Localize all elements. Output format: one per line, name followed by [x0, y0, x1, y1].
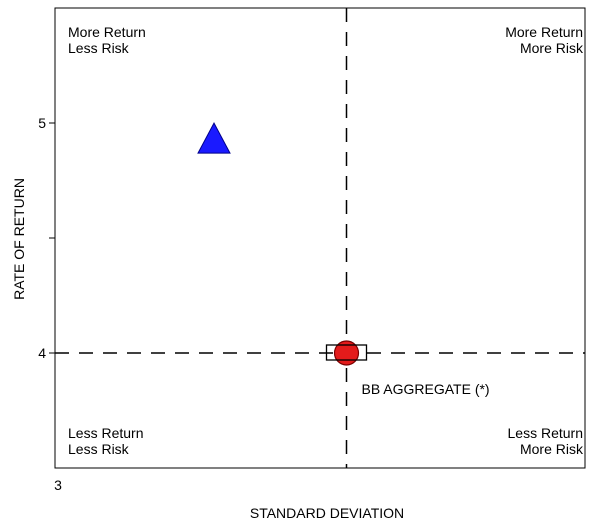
x-axis-ticks: 3 [54, 477, 62, 493]
quadrant-top-left-line1: More Return [68, 24, 146, 40]
benchmark-box [325, 344, 368, 361]
x-axis-label: STANDARD DEVIATION [250, 505, 404, 521]
quadrant-top-right-line2: More Risk [520, 40, 584, 56]
quadrant-bottom-left-line2: Less Risk [68, 441, 130, 457]
plot-frame [54, 7, 586, 469]
y-tick-label: 4 [38, 345, 46, 361]
x-tick-label: 3 [54, 477, 62, 493]
circle-point [333, 340, 360, 366]
quadrant-bottom-right-line1: Less Return [508, 425, 583, 441]
y-axis-label: RATE OF RETURN [11, 178, 27, 300]
quadrant-top-left-line2: Less Risk [68, 40, 130, 56]
y-axis-ticks: 45 [38, 115, 55, 361]
triangle-point [197, 122, 231, 154]
quadrant-top-right-line1: More Return [505, 24, 583, 40]
quadrant-bottom-left-line1: Less Return [68, 425, 143, 441]
quadrant-bottom-right-line2: More Risk [520, 441, 584, 457]
data-points [197, 122, 368, 366]
y-tick-label: 5 [38, 115, 46, 131]
bb-aggregate-label: BB AGGREGATE (*) [362, 381, 490, 397]
